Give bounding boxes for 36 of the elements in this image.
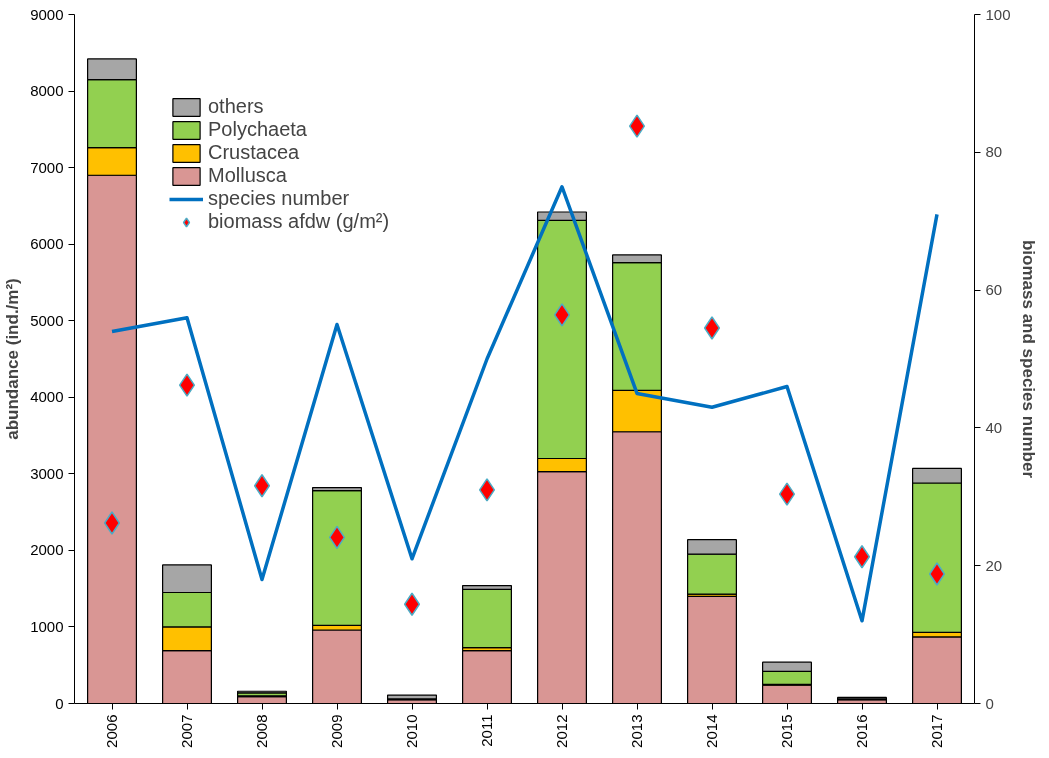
y-tick-label: 9000 [30,5,64,23]
x-tick-label: 2016 [853,714,870,748]
y-tick-label: 7000 [30,158,64,176]
y-tick-label: 8000 [30,82,64,100]
y-tick-label: 1000 [30,617,64,635]
x-tick-label: 2011 [478,714,495,747]
x-tick-label: 2008 [253,714,270,748]
x-tick-label: 2017 [928,714,945,748]
x-tick-label: 2010 [403,714,420,748]
y-tick-label: 2000 [30,541,64,559]
x-tick-label: 2006 [103,714,120,748]
y-tick-label: 5000 [30,311,64,329]
x-tick-label: 2015 [778,714,795,748]
y2-tick-label: 80 [985,143,1003,161]
y2-axis-title: biomass and species number [1018,239,1038,479]
x-tick-label: 2009 [328,714,345,748]
legend-label: species number [208,187,350,210]
y-axis-title: abundance (ind./m²) [3,278,23,440]
legend-label: Polychaeta [208,118,307,141]
y2-tick-label: 60 [985,281,1003,299]
y-tick-label: 6000 [30,235,64,253]
legend-label: Crustacea [208,141,300,164]
legend-label: others [208,95,264,118]
y2-tick-label: 40 [985,418,1003,436]
y-tick-label: 4000 [30,388,64,406]
y2-tick-label: 20 [985,556,1003,574]
y-tick-label: 0 [55,694,64,712]
x-tick-label: 2007 [178,714,195,748]
y2-tick-label: 0 [985,694,994,712]
x-tick-label: 2013 [628,714,645,748]
legend-label: Mollusca [208,164,287,187]
legend-label: biomass afdw (g/m²) [208,210,390,233]
x-tick-label: 2014 [703,714,720,748]
y2-tick-label: 100 [985,5,1011,23]
x-tick-label: 2012 [553,714,570,748]
y-tick-label: 3000 [30,464,64,482]
